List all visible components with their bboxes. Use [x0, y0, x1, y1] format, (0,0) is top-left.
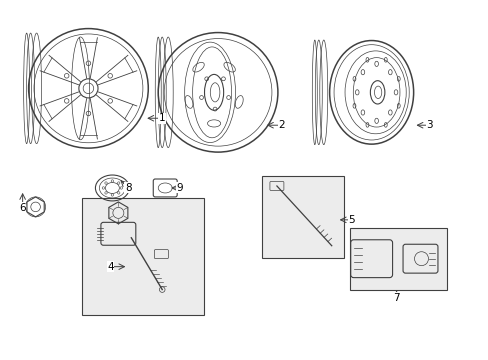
Text: 4: 4	[107, 262, 114, 272]
Text: 7: 7	[392, 293, 399, 302]
FancyBboxPatch shape	[349, 228, 447, 289]
Text: 8: 8	[125, 183, 131, 193]
Text: 2: 2	[278, 120, 285, 130]
Text: 3: 3	[425, 120, 432, 130]
FancyBboxPatch shape	[82, 198, 203, 315]
Text: 9: 9	[177, 183, 183, 193]
FancyBboxPatch shape	[262, 176, 343, 258]
Text: 5: 5	[347, 215, 354, 225]
Text: 1: 1	[159, 113, 165, 123]
Text: 6: 6	[20, 203, 26, 213]
